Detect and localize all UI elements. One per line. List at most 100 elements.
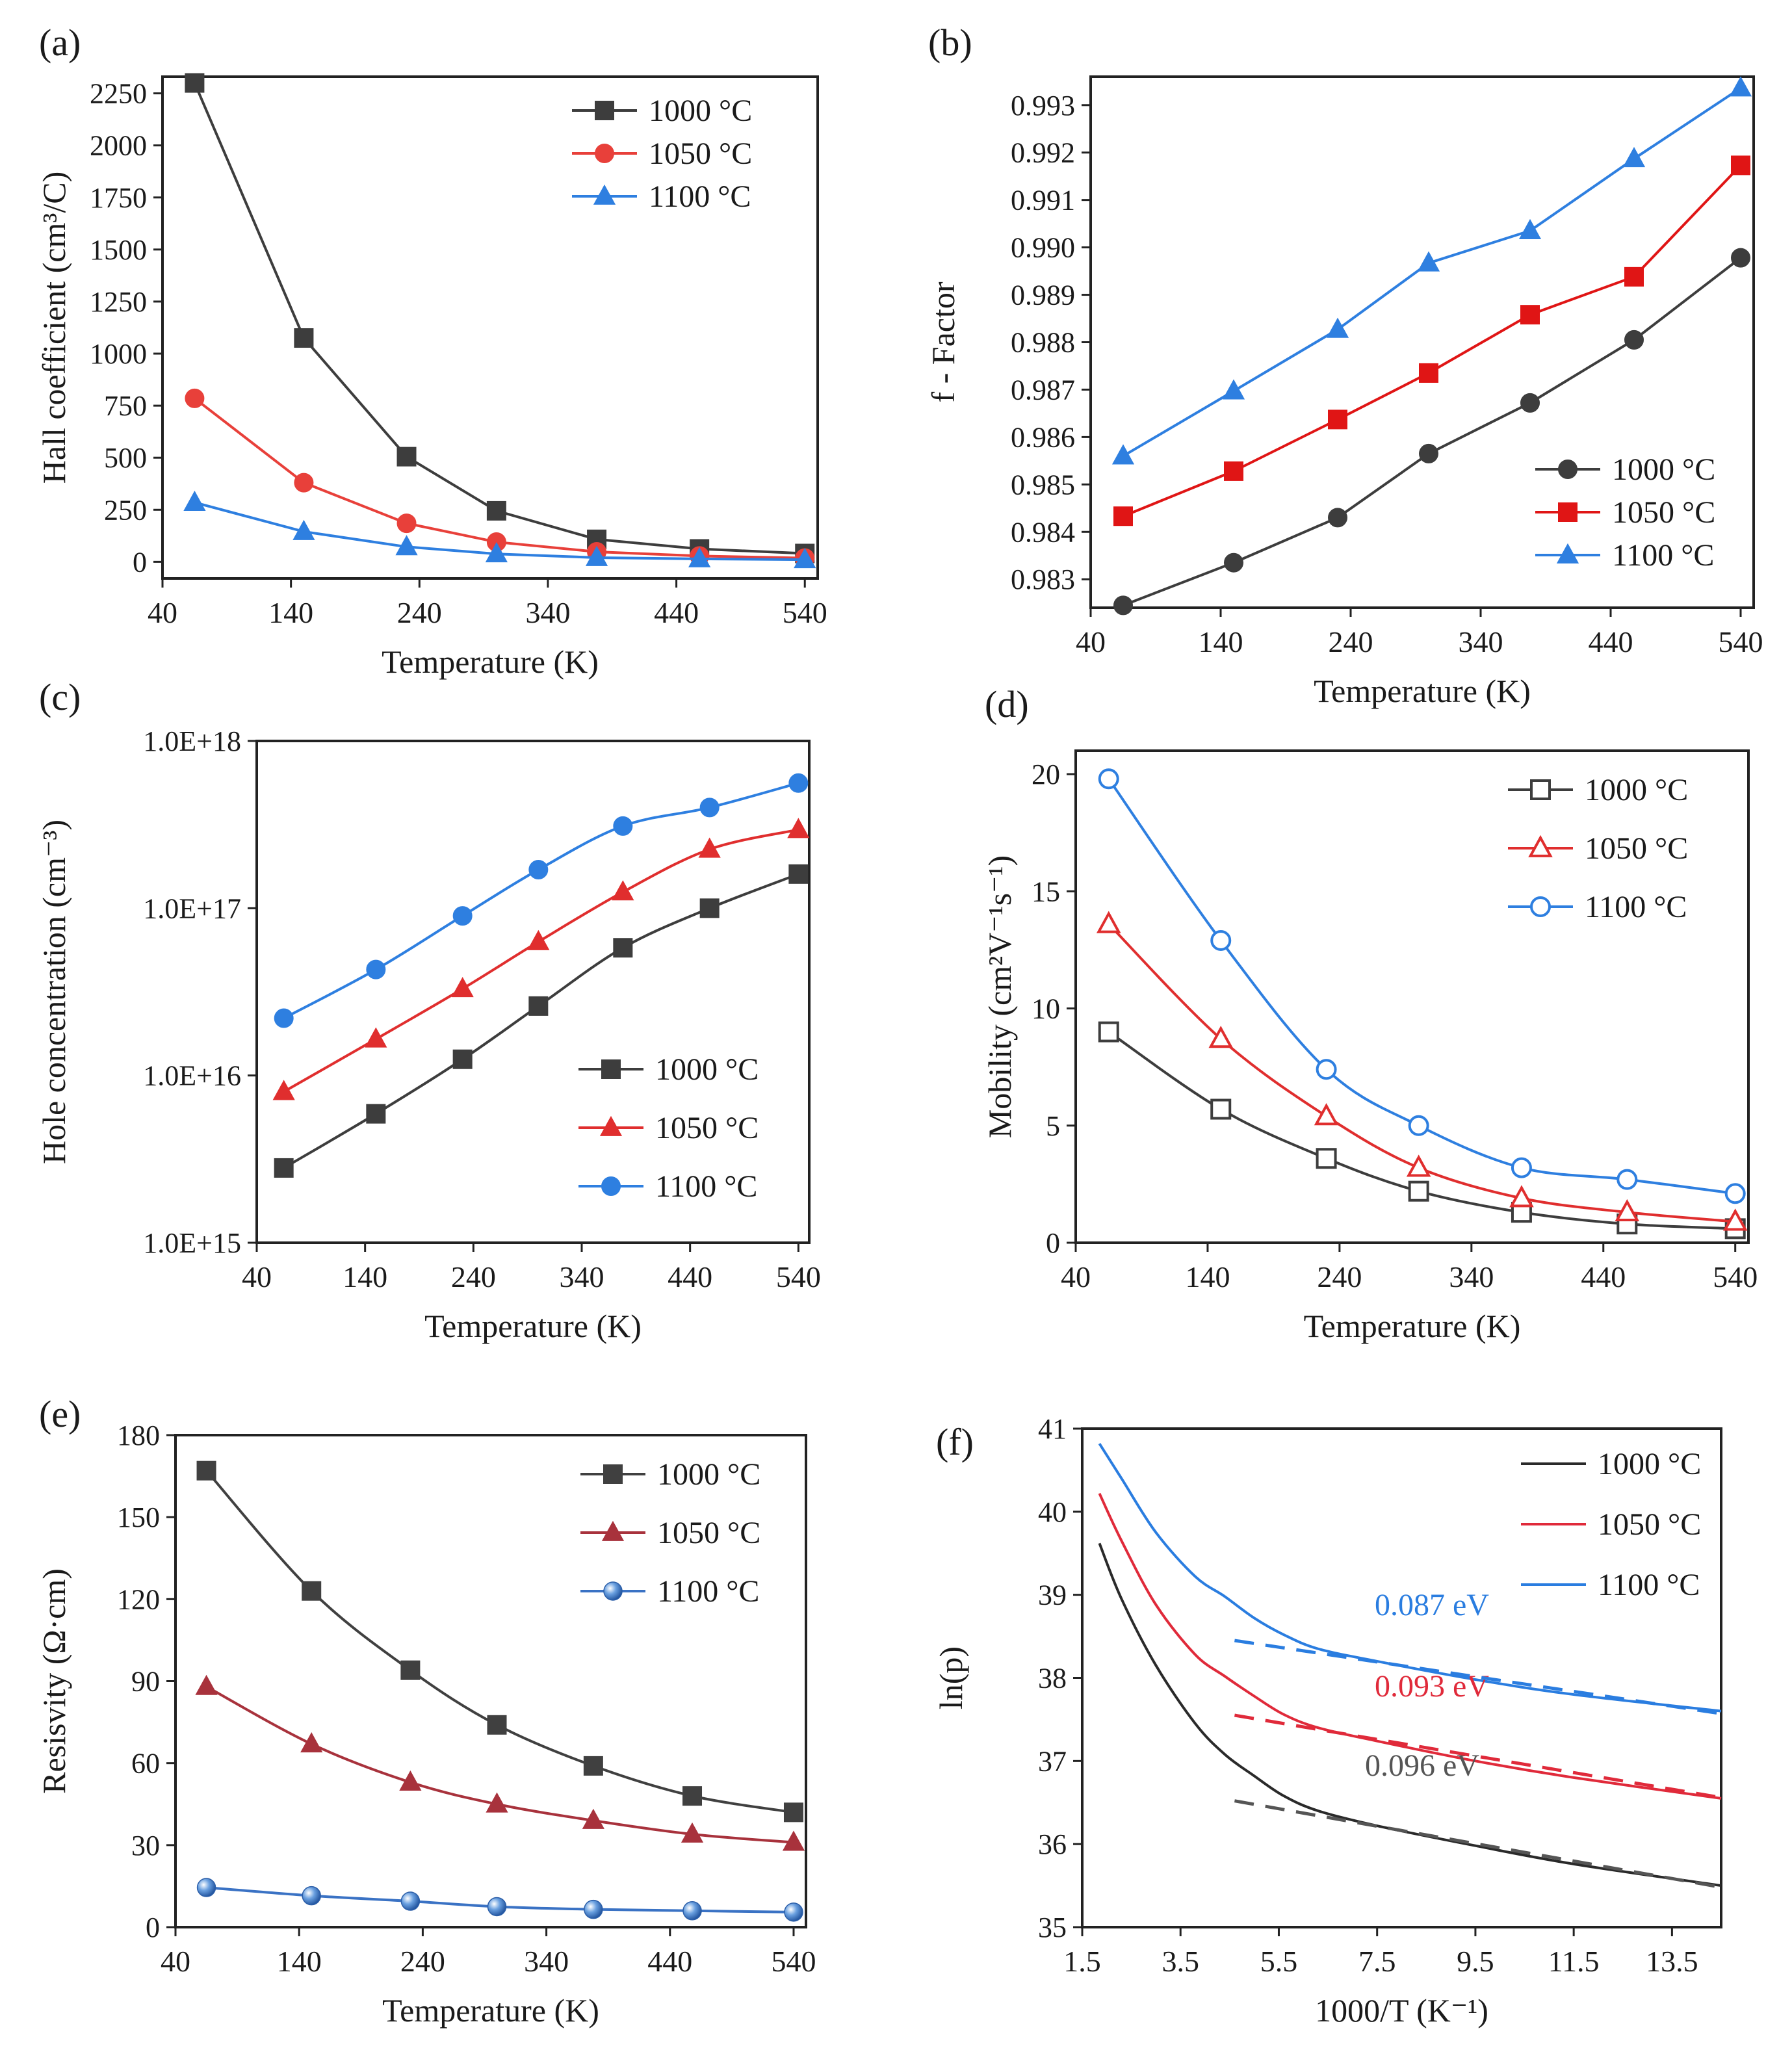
data-point — [366, 1104, 386, 1124]
data-point — [274, 1008, 294, 1028]
data-point — [1113, 595, 1133, 616]
legend-label: 1000 °C — [649, 94, 752, 128]
y-tick-label: 0.992 — [1011, 137, 1075, 169]
data-point — [1111, 444, 1135, 465]
data-point — [1316, 1059, 1337, 1080]
y-tick-label: 30 — [131, 1830, 160, 1862]
data-point — [395, 535, 418, 556]
data-point — [300, 1732, 323, 1753]
x-tick-label: 540 — [1719, 625, 1763, 658]
data-point — [1098, 1021, 1119, 1043]
data-point — [1210, 1098, 1232, 1120]
y-tick-label: 35 — [1038, 1912, 1067, 1943]
x-tick-label: 40 — [242, 1260, 272, 1293]
legend-label: 1100 °C — [655, 1169, 757, 1204]
data-point — [1408, 1115, 1429, 1136]
data-point — [1624, 330, 1644, 350]
data-point — [528, 996, 549, 1016]
data-point — [185, 73, 205, 93]
legend-label: 1000 °C — [1612, 452, 1715, 487]
legend-label: 1050 °C — [1585, 831, 1688, 866]
data-point — [1224, 461, 1243, 481]
x-tick-label: 13.5 — [1646, 1945, 1698, 1978]
y-tick-label: 2000 — [90, 130, 147, 162]
y-tick-label: 41 — [1038, 1413, 1067, 1445]
data-point — [292, 519, 315, 540]
y-axis-title: Hall coefficient (cm³/C) — [36, 172, 72, 484]
data-point — [1518, 218, 1542, 239]
data-point — [1615, 1199, 1640, 1222]
y-tick-label: 2250 — [90, 78, 147, 110]
legend-label: 1050 °C — [657, 1516, 760, 1550]
data-point — [1328, 508, 1347, 528]
data-point — [487, 1897, 507, 1917]
legend: 1000 °C 1050 °C 1100 °C — [1535, 452, 1715, 573]
x-tick-label: 5.5 — [1260, 1945, 1298, 1978]
data-point — [294, 328, 314, 348]
series-2 — [195, 1674, 805, 1851]
legend-marker — [1558, 460, 1578, 479]
data-point — [613, 816, 633, 836]
y-axis-title: Resisvity (Ω·cm) — [36, 1568, 72, 1794]
x-tick-label: 440 — [668, 1260, 712, 1293]
y-tick-label: 38 — [1038, 1663, 1067, 1694]
data-point — [582, 1808, 604, 1829]
x-axis-title: Temperature (K) — [382, 1992, 599, 2029]
data-point — [1419, 443, 1438, 463]
legend-label: 1050 °C — [1598, 1507, 1701, 1542]
legend-marker — [595, 144, 614, 163]
chart-panel-d: (d) 40 140 240 340 440 540 0 5 10 15 20 Temperature … — [981, 683, 1758, 1344]
y-axis-title: f - Factor — [925, 281, 961, 402]
y-tick-label: 1750 — [90, 182, 147, 214]
y-axis-title: Hole concentration (cm⁻³) — [36, 820, 72, 1164]
x-tick-label: 3.5 — [1162, 1945, 1199, 1978]
x-tick-label: 440 — [1589, 625, 1633, 658]
chart-panel-b: (b) 40 140 240 340 440 540 0.983 0.984 0.985 0.986… — [925, 21, 1763, 709]
x-tick-label: 440 — [654, 596, 699, 629]
y-tick-label: 0.983 — [1011, 564, 1075, 595]
legend-label: 1100 °C — [1612, 538, 1714, 573]
legend-label: 1050 °C — [655, 1111, 759, 1145]
data-point — [783, 1802, 803, 1823]
data-point — [452, 1049, 473, 1069]
x-tick-label: 240 — [397, 596, 442, 629]
data-point — [613, 938, 633, 958]
data-point — [400, 1660, 421, 1680]
legend-marker — [593, 184, 616, 205]
legend-marker — [603, 1464, 623, 1484]
x-tick-label: 140 — [268, 596, 313, 629]
panel-label: (a) — [39, 21, 81, 64]
chart-panel-e: (e) 40 140 240 340 440 540 0 30 60 90 120 150 180 Temp… — [36, 1393, 816, 2029]
x-tick-label: 340 — [1459, 625, 1503, 658]
x-tick-label: 240 — [400, 1945, 445, 1978]
x-tick-label: 540 — [783, 596, 827, 629]
data-point — [1224, 552, 1243, 573]
fit-line — [1234, 1639, 1722, 1715]
data-point — [1408, 1180, 1429, 1202]
y-tick-label: 120 — [117, 1583, 160, 1615]
legend-marker — [1556, 543, 1579, 564]
series-1 — [274, 864, 809, 1178]
data-point — [485, 542, 508, 563]
panel-label: (e) — [39, 1393, 81, 1435]
data-point — [1722, 1208, 1748, 1231]
series-2 — [1096, 911, 1748, 1231]
series-line — [1098, 1492, 1722, 1800]
x-tick-label: 140 — [277, 1945, 322, 1978]
y-tick-label: 1.0E+18 — [143, 725, 241, 757]
fit-line — [1234, 1713, 1722, 1800]
data-point — [195, 1674, 218, 1695]
data-point — [1617, 1169, 1638, 1190]
y-tick-label: 20 — [1032, 759, 1060, 790]
x-tick-label: 11.5 — [1548, 1945, 1600, 1978]
legend-marker — [1528, 835, 1553, 857]
x-tick-label: 140 — [343, 1260, 387, 1293]
chart-panel-c: (c) 40 140 240 340 440 540 1.0E+15 1.0E+16 1.0E+1… — [36, 676, 821, 1344]
data-point — [302, 1581, 322, 1601]
y-tick-label: 0.984 — [1011, 516, 1075, 548]
x-axis-title: Temperature (K) — [382, 643, 599, 680]
x-tick-label: 340 — [524, 1945, 569, 1978]
data-point — [1314, 1103, 1339, 1126]
series-3 — [1111, 76, 1752, 465]
